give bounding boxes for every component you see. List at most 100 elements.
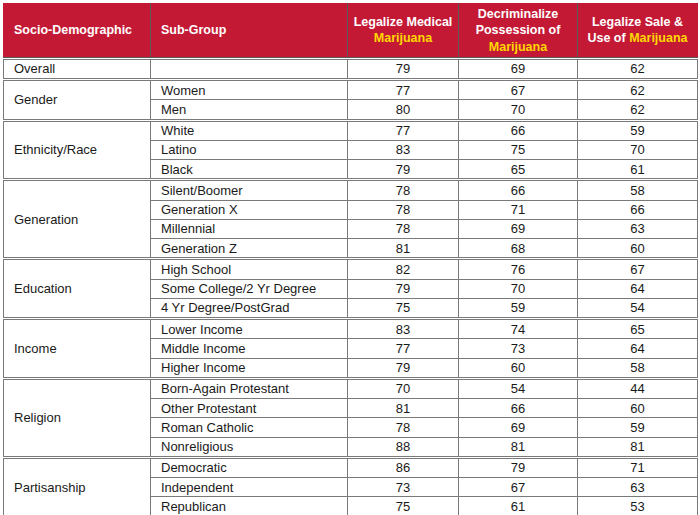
value-cell: 58	[578, 181, 698, 200]
value-cell: 44	[578, 379, 698, 398]
value-cell: 79	[348, 160, 459, 179]
value-cell: 54	[578, 298, 698, 317]
value-cell: 68	[459, 239, 578, 258]
value-cell: 73	[348, 478, 459, 497]
value-cell: 71	[578, 458, 698, 477]
value-cell: 69	[459, 418, 578, 437]
table-row: Overall 796962	[4, 59, 698, 78]
subgroup-label: Silent/Boomer	[151, 181, 348, 200]
table-row: GenderWomen776762	[4, 81, 698, 100]
table-row: EducationHigh School827667	[4, 260, 698, 279]
value-cell: 78	[348, 418, 459, 437]
value-cell: 63	[578, 478, 698, 497]
survey-table: Socio-Demographic Sub-Group Legalize Med…	[3, 3, 697, 515]
value-cell: 58	[578, 358, 698, 377]
value-cell: 81	[348, 399, 459, 418]
value-cell: 67	[578, 260, 698, 279]
group-label: Generation	[4, 181, 151, 258]
value-cell: 66	[459, 399, 578, 418]
subgroup-label: Republican	[151, 497, 348, 515]
header-socio-demographic: Socio-Demographic	[4, 4, 151, 58]
value-cell: 63	[578, 219, 698, 238]
value-cell: 61	[578, 160, 698, 179]
header-decriminalize-text: Decriminalize Possession of	[476, 7, 561, 37]
value-cell: 69	[459, 59, 578, 78]
value-cell: 70	[459, 279, 578, 298]
subgroup-label: Higher Income	[151, 358, 348, 377]
subgroup-label: High School	[151, 260, 348, 279]
value-cell: 60	[459, 358, 578, 377]
value-cell: 54	[459, 379, 578, 398]
table-body: Overall796962GenderWomen776762Men807062E…	[4, 57, 698, 515]
value-cell: 79	[459, 458, 578, 477]
value-cell: 64	[578, 339, 698, 358]
value-cell: 67	[459, 478, 578, 497]
value-cell: 77	[348, 339, 459, 358]
header-legalize-medical-text: Legalize Medical	[354, 15, 453, 29]
value-cell: 83	[348, 320, 459, 339]
group-label: Ethnicity/Race	[4, 121, 151, 179]
value-cell: 53	[578, 497, 698, 515]
value-cell: 75	[348, 497, 459, 515]
header-legalize-sale-highlight: Marijuana	[629, 31, 687, 45]
header-legalize-medical-highlight: Marijuana	[374, 31, 432, 45]
subgroup-label: Some College/2 Yr Degree	[151, 279, 348, 298]
value-cell: 60	[578, 239, 698, 258]
marijuana-opinion-table: Socio-Demographic Sub-Group Legalize Med…	[3, 3, 698, 515]
value-cell: 66	[459, 121, 578, 140]
subgroup-label: Other Protestant	[151, 399, 348, 418]
value-cell: 65	[578, 320, 698, 339]
value-cell: 79	[348, 59, 459, 78]
subgroup-label: Born-Again Protestant	[151, 379, 348, 398]
group-label: Education	[4, 260, 151, 318]
value-cell: 76	[459, 260, 578, 279]
subgroup-label: Black	[151, 160, 348, 179]
group-label: Overall	[4, 59, 151, 78]
value-cell: 67	[459, 81, 578, 100]
value-cell: 82	[348, 260, 459, 279]
value-cell: 62	[578, 100, 698, 119]
value-cell: 73	[459, 339, 578, 358]
value-cell: 70	[459, 100, 578, 119]
value-cell: 83	[348, 140, 459, 159]
value-cell: 81	[459, 437, 578, 456]
table-row: ReligionBorn-Again Protestant705444	[4, 379, 698, 398]
value-cell: 66	[459, 181, 578, 200]
value-cell: 86	[348, 458, 459, 477]
value-cell: 88	[348, 437, 459, 456]
value-cell: 77	[348, 121, 459, 140]
header-decriminalize: Decriminalize Possession of Marijuana	[459, 4, 578, 58]
value-cell: 78	[348, 219, 459, 238]
value-cell: 78	[348, 200, 459, 219]
subgroup-label: Millennial	[151, 219, 348, 238]
table-row: IncomeLower Income837465	[4, 320, 698, 339]
value-cell: 77	[348, 81, 459, 100]
table-header: Socio-Demographic Sub-Group Legalize Med…	[4, 4, 698, 58]
header-sub-group: Sub-Group	[151, 4, 348, 58]
value-cell: 62	[578, 59, 698, 78]
value-cell: 78	[348, 181, 459, 200]
value-cell: 64	[578, 279, 698, 298]
subgroup-label: Nonreligious	[151, 437, 348, 456]
subgroup-label: Latino	[151, 140, 348, 159]
value-cell: 80	[348, 100, 459, 119]
value-cell: 74	[459, 320, 578, 339]
value-cell: 81	[348, 239, 459, 258]
value-cell: 70	[348, 379, 459, 398]
subgroup-label: Independent	[151, 478, 348, 497]
subgroup-label: Generation X	[151, 200, 348, 219]
subgroup-label: White	[151, 121, 348, 140]
table-row: GenerationSilent/Boomer786658	[4, 181, 698, 200]
subgroup-label: Generation Z	[151, 239, 348, 258]
header-decriminalize-highlight: Marijuana	[489, 40, 547, 54]
value-cell: 79	[348, 279, 459, 298]
subgroup-label: Lower Income	[151, 320, 348, 339]
table-row: Ethnicity/RaceWhite776659	[4, 121, 698, 140]
value-cell: 59	[578, 418, 698, 437]
value-cell: 61	[459, 497, 578, 515]
group-label: Gender	[4, 81, 151, 120]
value-cell: 59	[459, 298, 578, 317]
subgroup-label: Men	[151, 100, 348, 119]
subgroup-label	[151, 59, 348, 78]
value-cell: 75	[348, 298, 459, 317]
